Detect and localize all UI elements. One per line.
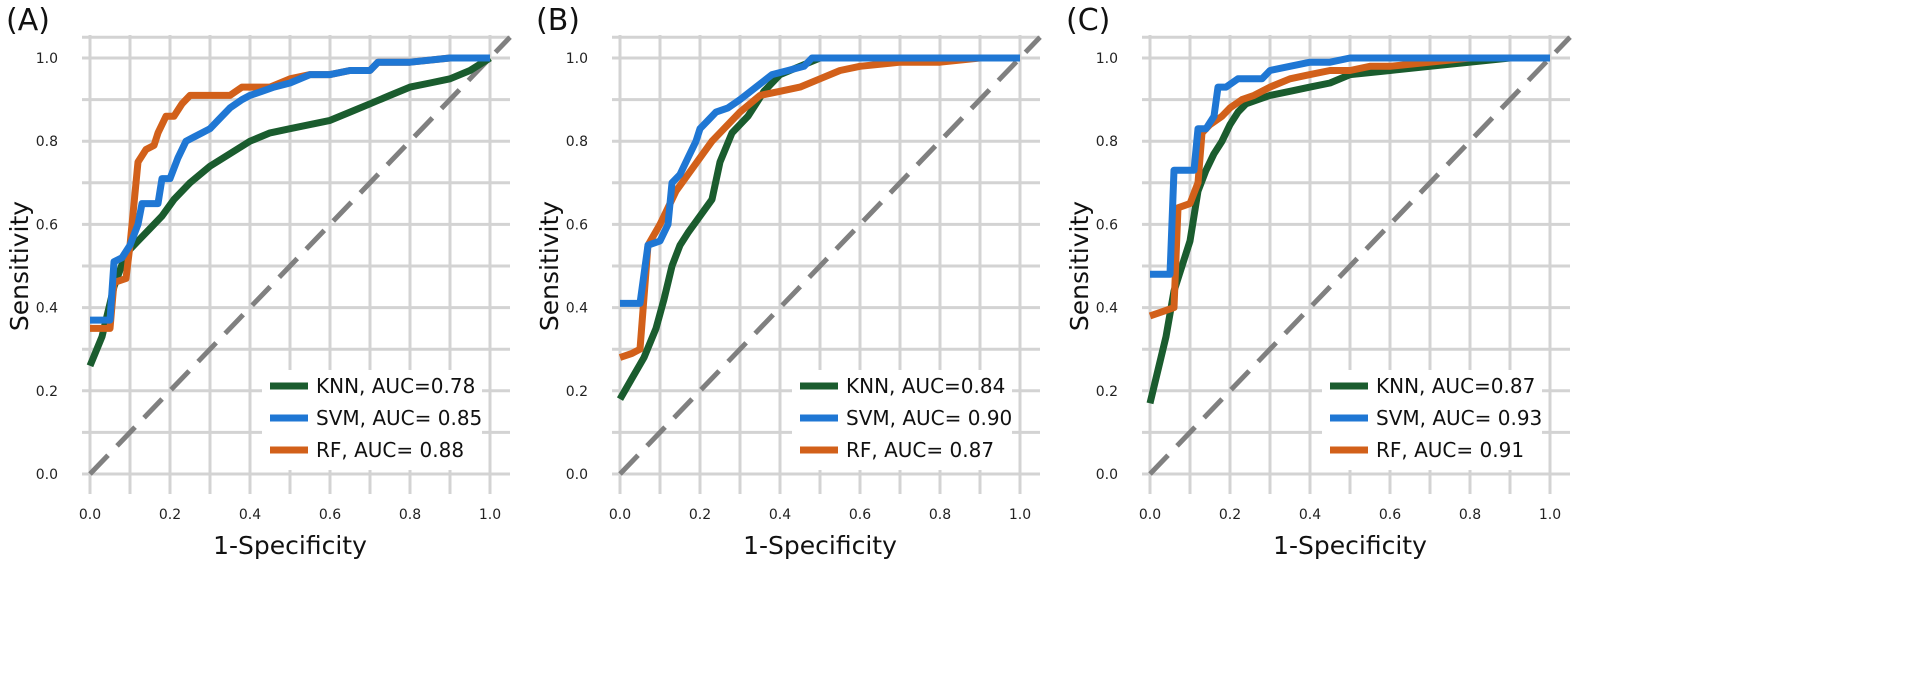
x-axis-label: 1-Specificity — [1273, 531, 1427, 560]
y-tick-label: 1.0 — [1096, 51, 1118, 67]
y-tick-label: 0.0 — [566, 467, 588, 483]
y-tick-label: 0.4 — [566, 301, 588, 317]
legend-label-svm: SVM, AUC= 0.90 — [846, 406, 1012, 430]
x-tick-label: 0.0 — [1139, 507, 1161, 523]
y-tick-label: 0.6 — [566, 217, 588, 233]
y-axis-label: Sensitivity — [535, 201, 564, 331]
roc-panel-a: 0.0 0.2 0.4 0.6 0.8 1.0 0.0 0.2 0.4 0.6 0.8 1.0 1-Sp… — [0, 0, 636, 679]
legend-label-svm: SVM, AUC= 0.93 — [1376, 406, 1542, 430]
y-tick-label: 1.0 — [566, 51, 588, 67]
x-tick-label: 0.2 — [1219, 507, 1241, 523]
x-tick-label: 1.0 — [1009, 507, 1031, 523]
diagonal-reference-line — [618, 35, 1042, 476]
y-axis-label: Sensitivity — [5, 201, 34, 331]
panel-label: (B) — [536, 3, 580, 38]
x-tick-label: 0.2 — [159, 507, 181, 523]
y-tick-label: 0.6 — [1096, 217, 1118, 233]
x-tick-label: 0.2 — [689, 507, 711, 523]
x-tick-label: 1.0 — [1539, 507, 1561, 523]
x-tick-label: 0.6 — [319, 507, 341, 523]
x-tick-label: 1.0 — [479, 507, 501, 523]
x-tick-label: 0.4 — [1299, 507, 1321, 523]
roc-chart-svg: 0.0 0.2 0.4 0.6 0.8 1.0 0.0 0.2 0.4 0.6 0.8 1.0 1-Sp… — [535, 3, 1042, 560]
x-tick-label: 0.8 — [399, 507, 421, 523]
y-tick-label: 0.2 — [36, 384, 58, 400]
y-tick-label: 0.0 — [36, 467, 58, 483]
legend-label-knn: KNN, AUC=0.84 — [846, 374, 1005, 398]
x-tick-label: 0.6 — [1379, 507, 1401, 523]
x-axis-label: 1-Specificity — [213, 531, 367, 560]
y-tick-label: 1.0 — [36, 51, 58, 67]
y-axis-label: Sensitivity — [1065, 201, 1094, 331]
x-tick-label: 0.8 — [1459, 507, 1481, 523]
roc-curve-knn — [86, 55, 492, 368]
y-tick-label: 0.0 — [1096, 467, 1118, 483]
y-tick-label: 0.8 — [36, 134, 58, 150]
y-tick-label: 0.4 — [1096, 301, 1118, 317]
diagonal-reference-line — [88, 35, 512, 476]
legend: KNN, AUC=0.78 SVM, AUC= 0.85 RF, AUC= 0.88 — [262, 370, 482, 470]
legend-label-rf: RF, AUC= 0.87 — [846, 438, 994, 462]
panel-label: (C) — [1066, 3, 1110, 38]
y-tick-label: 0.2 — [1096, 384, 1118, 400]
diagonal-reference-line — [1148, 35, 1572, 476]
roc-curve-svm — [90, 54, 490, 324]
y-tick-label: 0.8 — [1096, 134, 1118, 150]
grid — [1142, 35, 1570, 494]
x-tick-label: 0.0 — [79, 507, 101, 523]
legend: KNN, AUC=0.87 SVM, AUC= 0.93 RF, AUC= 0.91 — [1322, 370, 1542, 470]
legend-label-rf: RF, AUC= 0.88 — [316, 438, 464, 462]
y-tick-label: 0.6 — [36, 217, 58, 233]
legend-label-svm: SVM, AUC= 0.85 — [316, 406, 482, 430]
panel-label: (A) — [6, 3, 50, 38]
legend: KNN, AUC=0.84 SVM, AUC= 0.90 RF, AUC= 0.87 — [792, 370, 1012, 470]
roc-panel-b: 0.0 0.2 0.4 0.6 0.8 1.0 0.0 0.2 0.4 0.6 0.8 1.0 1-Sp… — [530, 0, 1166, 679]
legend-label-knn: KNN, AUC=0.87 — [1376, 374, 1535, 398]
roc-chart-svg: 0.0 0.2 0.4 0.6 0.8 1.0 0.0 0.2 0.4 0.6 0.8 1.0 1-Sp… — [5, 3, 512, 560]
y-tick-label: 0.8 — [566, 134, 588, 150]
x-tick-label: 0.4 — [769, 507, 791, 523]
x-axis-label: 1-Specificity — [743, 531, 897, 560]
x-tick-label: 0.8 — [929, 507, 951, 523]
y-tick-label: 0.4 — [36, 301, 58, 317]
roc-curve-rf — [1148, 54, 1550, 320]
legend-label-rf: RF, AUC= 0.91 — [1376, 438, 1524, 462]
roc-chart-svg: 0.0 0.2 0.4 0.6 0.8 1.0 0.0 0.2 0.4 0.6 0.8 1.0 1-Sp… — [1065, 3, 1572, 560]
roc-curve-rf — [618, 54, 1020, 361]
roc-curve-svm — [620, 54, 1020, 307]
x-tick-label: 0.6 — [849, 507, 871, 523]
legend-label-knn: KNN, AUC=0.78 — [316, 374, 475, 398]
roc-curve-svm — [1150, 54, 1550, 278]
roc-curve-knn — [1146, 54, 1550, 405]
x-tick-label: 0.0 — [609, 507, 631, 523]
y-tick-label: 0.2 — [566, 384, 588, 400]
x-tick-label: 0.4 — [239, 507, 261, 523]
roc-panel-c: 0.0 0.2 0.4 0.6 0.8 1.0 0.0 0.2 0.4 0.6 0.8 1.0 1-Sp… — [1060, 0, 1696, 679]
